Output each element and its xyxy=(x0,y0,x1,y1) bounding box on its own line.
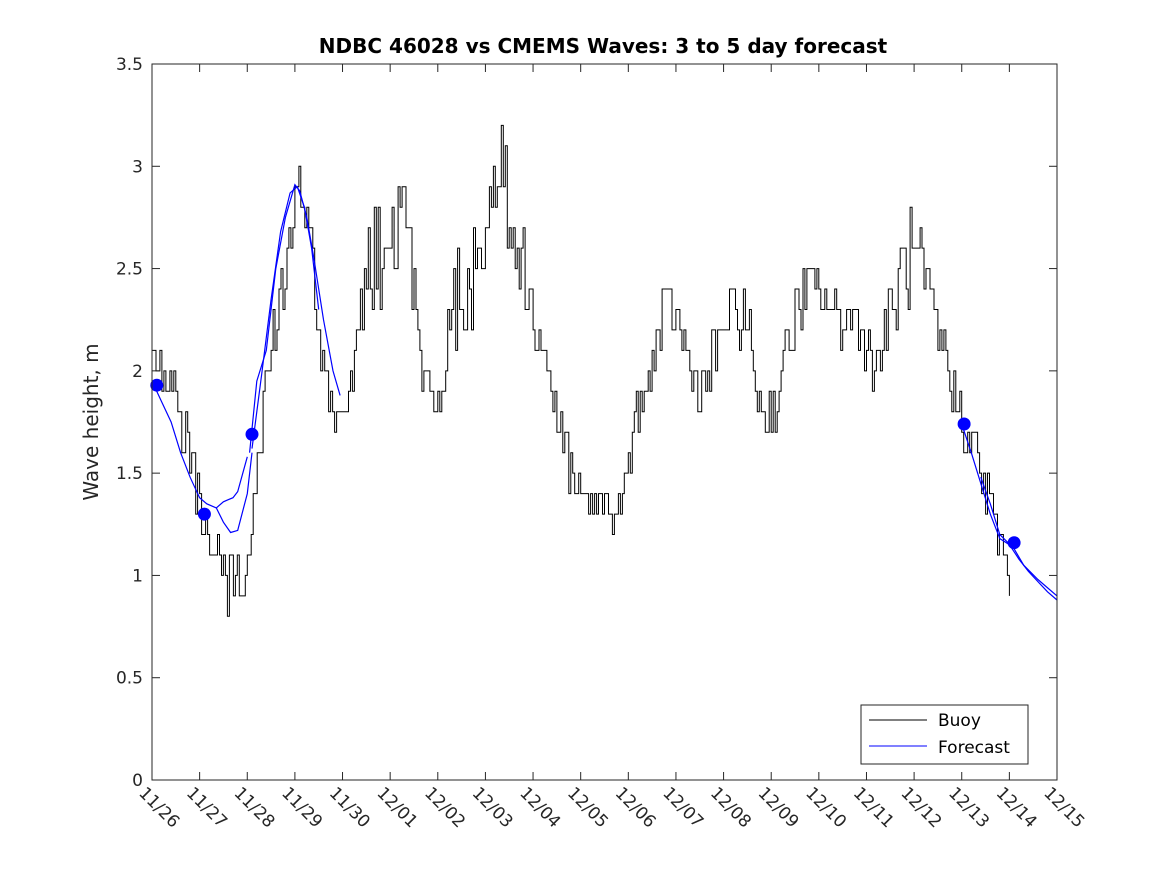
legend-buoy-label: Buoy xyxy=(938,711,981,731)
x-tick-label: 12/13 xyxy=(944,783,993,832)
legend-box xyxy=(860,704,1029,765)
x-tick-label: 12/07 xyxy=(658,783,707,832)
x-tick-label: 12/02 xyxy=(420,783,469,832)
forecast-line xyxy=(215,452,253,534)
x-tick-label: 11/30 xyxy=(325,783,374,832)
x-tick-label: 12/03 xyxy=(468,783,517,832)
y-tick-label: 2.5 xyxy=(116,260,143,280)
x-tick-label: 12/04 xyxy=(516,783,565,832)
x-tick-label: 12/05 xyxy=(563,783,612,832)
x-tick-label: 12/11 xyxy=(849,783,898,832)
forecast-marker xyxy=(197,507,211,521)
plot-area xyxy=(152,64,1057,780)
legend-forecast-label: Forecast xyxy=(938,738,1010,758)
x-tick-label: 11/28 xyxy=(230,783,279,832)
x-tick-label: 12/09 xyxy=(754,783,803,832)
y-axis: 0 0.5 1 1.5 2 2.5 3 3.5 xyxy=(116,55,1057,791)
x-tick-label: 11/27 xyxy=(182,783,231,832)
chart-title: NDBC 46028 vs CMEMS Waves: 3 to 5 day fo… xyxy=(319,34,888,58)
x-tick-label: 12/08 xyxy=(706,783,755,832)
plot-frame xyxy=(151,63,1058,781)
forecast-marker xyxy=(150,378,164,392)
x-tick-label: 11/26 xyxy=(134,783,183,832)
x-tick-label: 12/06 xyxy=(611,783,660,832)
buoy-line xyxy=(152,124,1010,617)
y-tick-label: 1.5 xyxy=(116,464,143,484)
x-tick-label: 12/12 xyxy=(897,783,946,832)
x-tick-label: 12/01 xyxy=(373,783,422,832)
y-tick-label: 3 xyxy=(132,157,143,177)
forecast-line xyxy=(151,380,248,509)
y-tick-label: 2 xyxy=(132,362,143,382)
forecast-marker xyxy=(245,427,259,441)
y-tick-label: 0.5 xyxy=(116,669,143,689)
x-tick-label: 12/10 xyxy=(801,783,850,832)
y-axis-label: Wave height, m xyxy=(79,343,103,500)
x-tick-label: 11/29 xyxy=(277,783,326,832)
forecast-line xyxy=(251,185,320,449)
forecast-marker xyxy=(1007,536,1021,550)
buoy-series xyxy=(152,124,1010,617)
y-tick-label: 1 xyxy=(132,566,143,586)
forecast-markers xyxy=(150,378,1021,550)
y-tick-label: 3.5 xyxy=(116,55,143,75)
x-tick-label: 12/15 xyxy=(1039,783,1088,832)
x-tick-label: 12/14 xyxy=(992,783,1041,832)
forecast-marker xyxy=(957,417,971,431)
y-tick-label: 0 xyxy=(132,771,143,791)
legend: Buoy Forecast xyxy=(860,704,1029,765)
